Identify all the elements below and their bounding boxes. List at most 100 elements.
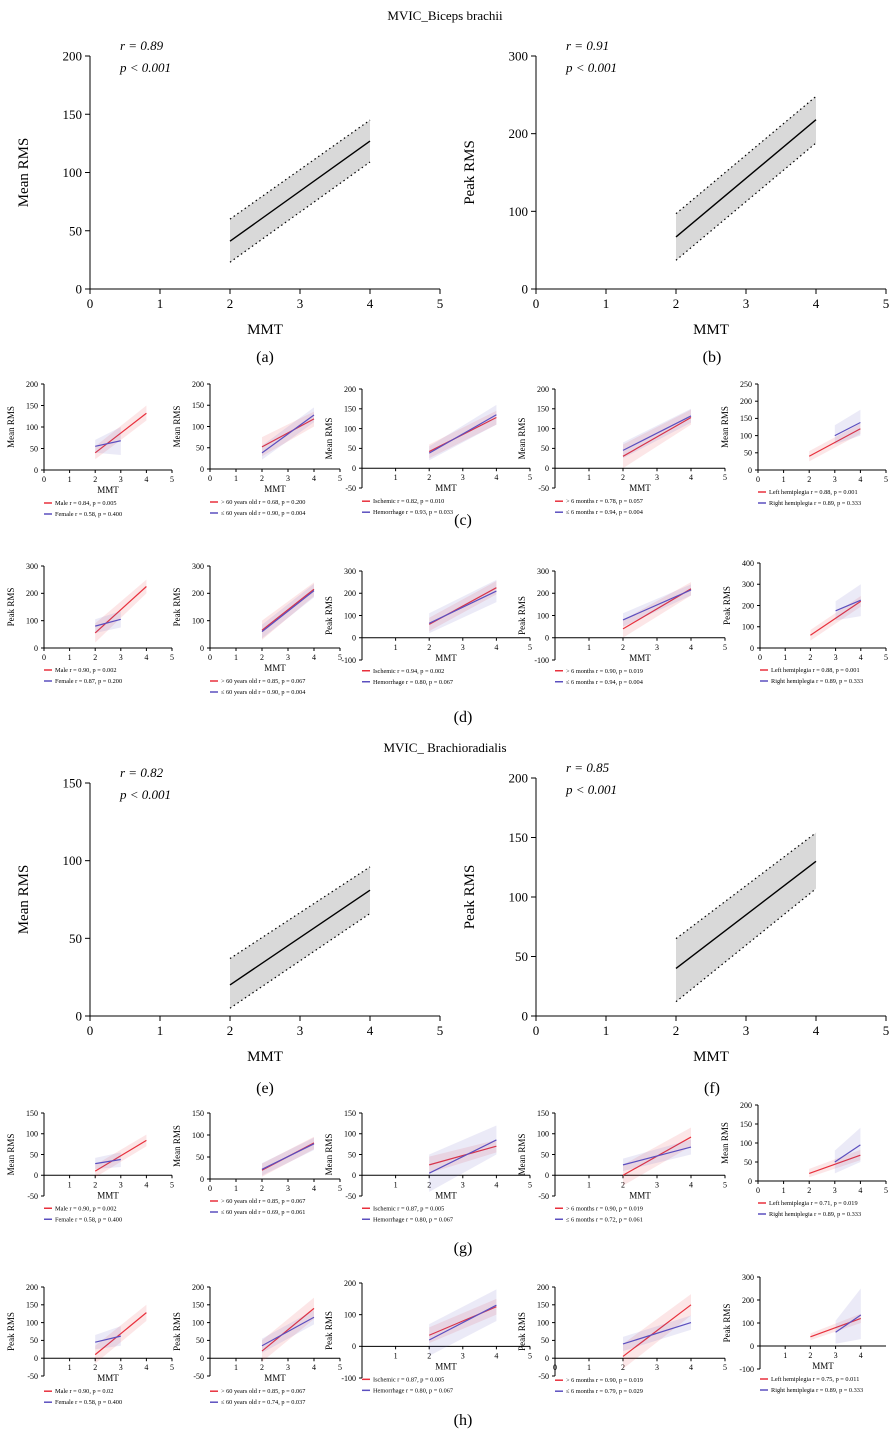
legend-label: ≤ 60 years old r = 0.69, p = 0.061 (221, 1209, 305, 1216)
x-tick-label: 1 (783, 653, 787, 662)
x-tick-label: 1 (234, 474, 238, 483)
y-axis-label: Peak RMS (6, 588, 16, 627)
x-axis-label: MMT (629, 1190, 651, 1200)
y-tick-label: 0 (76, 282, 83, 297)
x-tick-label: 1 (68, 653, 72, 662)
regression-line (428, 1139, 497, 1174)
y-axis-label: Mean RMS (172, 1125, 182, 1167)
x-tick-label: 2 (621, 1180, 625, 1189)
y-tick-label: 300 (509, 49, 529, 64)
ci-upper-dotted (229, 866, 371, 960)
legend-label: Right hemiplegia r = 0.89, p = 0.333 (769, 500, 861, 507)
x-tick-label: 2 (427, 1351, 431, 1360)
y-tick-label: 100 (344, 1310, 356, 1319)
y-tick-label: 50 (69, 223, 82, 238)
legend-label: Male r = 0.90, p = 0.002 (55, 1205, 117, 1212)
y-axis-label: Peak RMS (722, 1304, 732, 1343)
x-tick-label: 4 (813, 296, 820, 311)
x-tick-label: 1 (603, 1023, 610, 1038)
y-tick-label: 150 (537, 1109, 549, 1118)
y-tick-label: 300 (742, 1273, 754, 1282)
y-tick-label: -50 (538, 1372, 549, 1381)
x-tick-label: 0 (756, 1186, 760, 1195)
x-tick-label: 4 (312, 1363, 316, 1372)
chart-d5: 0 100 200 300 400 0 1 2 3 4 5 Peak RMS Left hemipleg… (722, 559, 888, 685)
y-axis-label: Peak RMS (172, 1312, 182, 1351)
regression-line (429, 1145, 497, 1166)
ci-band (676, 832, 816, 1002)
x-tick-label: 5 (338, 653, 342, 662)
stat-text: p < 0.001 (565, 60, 617, 75)
stat-text: p < 0.001 (119, 60, 171, 75)
x-tick-label: 5 (884, 653, 888, 662)
chart-a: 0 50 100 150 200 0 1 2 3 4 5 MMT Mean RMS r = 0.89 p <… (16, 38, 443, 338)
x-tick-label: 1 (68, 1363, 72, 1372)
regression-line (95, 1158, 121, 1165)
y-axis-label: Mean RMS (16, 865, 32, 935)
x-tick-label: 2 (673, 296, 680, 311)
x-tick-label: 0 (553, 1363, 557, 1372)
chart-f: 0 50 100 150 200 0 1 2 3 4 5 MMT Peak RMS r = 0.85 p <… (462, 760, 889, 1065)
regression-line (808, 1154, 861, 1174)
ci-band (835, 1288, 861, 1344)
x-tick-label: 2 (427, 643, 431, 652)
regression-line (675, 119, 817, 238)
y-tick-label: 0 (200, 644, 204, 653)
x-axis-label: MMT (97, 1373, 119, 1383)
y-tick-label: 200 (537, 385, 549, 394)
regression-line (261, 1143, 315, 1170)
legend-label: ≤ 6 months r = 0.72, p = 0.061 (566, 1216, 643, 1223)
x-tick-label: 0 (87, 1023, 94, 1038)
y-axis-label: Mean RMS (16, 138, 32, 208)
x-tick-label: 1 (782, 475, 786, 484)
x-tick-label: 4 (367, 296, 374, 311)
chart-g3: -50 0 50 100 150 1 2 3 4 5 MMT Mean RMS Ischemic r =… (324, 1109, 532, 1223)
x-tick-label: 2 (93, 475, 97, 484)
x-tick-label: 2 (227, 296, 234, 311)
x-tick-label: 5 (170, 653, 174, 662)
legend-label: > 6 months r = 0.90, p = 0.019 (566, 668, 643, 675)
y-tick-label: 100 (63, 853, 83, 868)
legend-label: Right hemiplegia r = 0.89, p = 0.333 (771, 678, 863, 685)
x-tick-label: 0 (87, 296, 94, 311)
x-tick-label: 3 (743, 296, 750, 311)
ci-lower-dotted (675, 888, 817, 1003)
regression-line (261, 414, 315, 454)
y-axis-label: Mean RMS (6, 1134, 16, 1176)
x-tick-label: 0 (208, 474, 212, 483)
x-tick-label: 3 (833, 475, 837, 484)
regression-line (229, 140, 371, 242)
y-tick-label: -50 (538, 484, 549, 493)
y-axis-label: Peak RMS (6, 1312, 16, 1351)
regression-line (622, 1304, 692, 1357)
ci-lower-dotted (229, 912, 371, 1009)
regression-line (622, 416, 692, 457)
x-tick-label: 1 (394, 473, 398, 482)
x-tick-label: 5 (338, 1184, 342, 1193)
y-tick-label: 50 (30, 1336, 38, 1345)
y-tick-label: 150 (509, 830, 529, 845)
legend-label: Male r = 0.90, p = 0.002 (55, 667, 117, 674)
regression-line (835, 599, 862, 612)
y-axis-label: Mean RMS (517, 418, 527, 460)
regression-line (261, 1307, 315, 1352)
x-tick-label: 1 (587, 473, 591, 482)
y-tick-label: 50 (30, 1150, 38, 1159)
y-tick-label: 100 (192, 422, 204, 431)
legend-label: Ischemic r = 0.87, p = 0.005 (373, 1376, 444, 1383)
legend-label: Hemorrhage r = 0.80, p = 0.067 (373, 1216, 453, 1223)
y-tick-label: 0 (76, 1009, 83, 1024)
y-tick-label: 200 (344, 589, 356, 598)
y-tick-label: 0 (545, 1171, 549, 1180)
y-tick-label: 200 (26, 380, 38, 389)
regression-line (834, 1144, 861, 1163)
regression-line (261, 590, 315, 633)
x-tick-label: 1 (587, 1363, 591, 1372)
x-tick-label: 1 (234, 653, 238, 662)
x-tick-label: 5 (170, 1180, 174, 1189)
y-tick-label: 200 (192, 1283, 204, 1292)
y-tick-label: 0 (352, 464, 356, 473)
x-tick-label: 1 (68, 1180, 72, 1189)
y-tick-label: 200 (742, 1296, 754, 1305)
chart-h2: -50 0 50 100 150 200 1 2 3 4 5 MMT Peak RMS > 60 year… (172, 1283, 342, 1406)
